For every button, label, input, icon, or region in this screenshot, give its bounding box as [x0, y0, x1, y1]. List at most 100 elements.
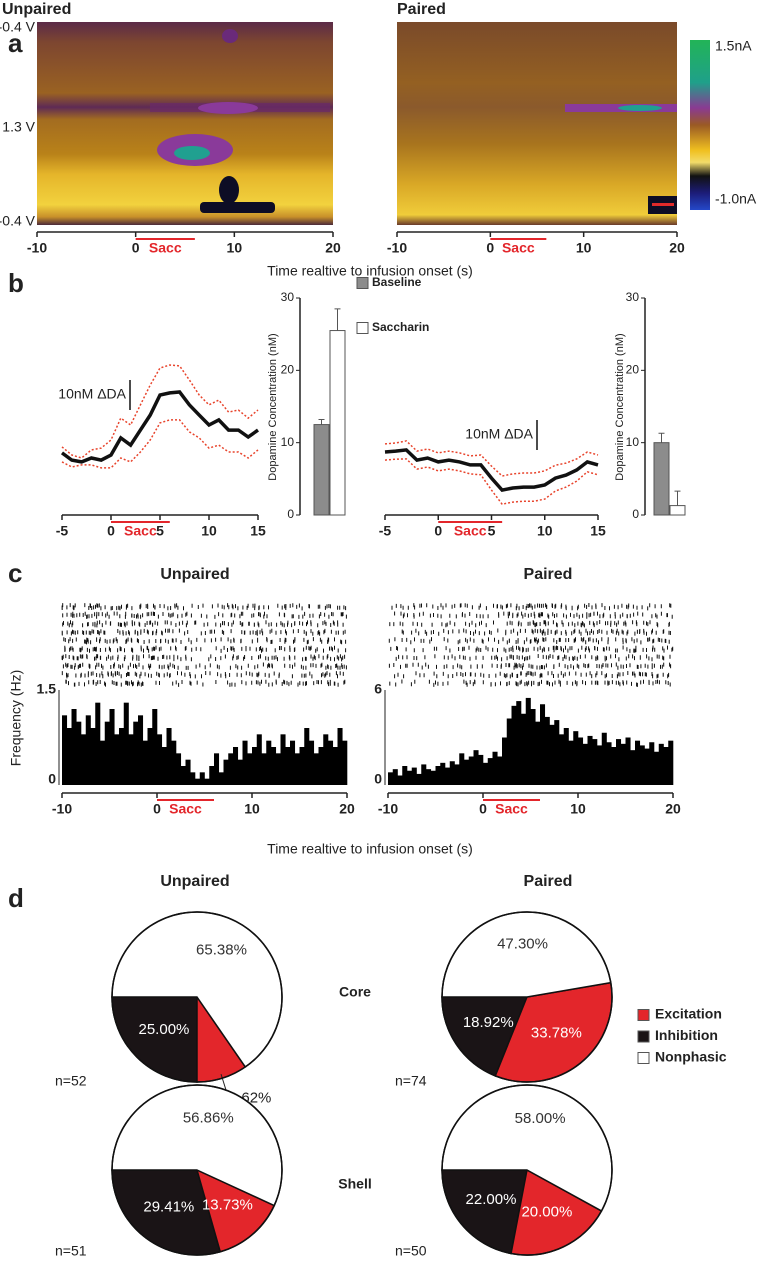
histogram-bar — [214, 753, 220, 785]
histogram-bar — [530, 709, 536, 785]
histogram-bar — [411, 767, 417, 785]
value-label: 22.00% — [466, 1191, 517, 1208]
histogram-bar — [332, 747, 338, 785]
histogram-bar — [459, 753, 465, 785]
histogram-bar — [109, 709, 115, 785]
histogram-bar — [328, 740, 334, 785]
x-tick-label: 10 — [537, 523, 553, 539]
histogram-bar — [573, 731, 579, 785]
histogram-bar — [611, 747, 617, 785]
band-upper — [61, 364, 259, 459]
histogram-bar — [654, 751, 660, 785]
x-tick-label: 5 — [156, 523, 164, 539]
y-tick-label: 10 — [626, 435, 640, 449]
histogram-bar — [142, 740, 148, 785]
histogram-bar — [473, 750, 479, 785]
histogram-bar — [578, 737, 584, 785]
n-label: n=50 — [395, 1243, 427, 1259]
heatmap-blob — [618, 105, 662, 111]
y-tick-label: 0 — [48, 771, 56, 787]
histogram-bar — [138, 715, 144, 785]
chart-title: Paired — [397, 1, 446, 18]
histogram-bar — [147, 728, 153, 785]
annotation-label: Sacc — [124, 523, 157, 539]
histogram-bar — [180, 766, 186, 785]
histogram-bar — [176, 753, 182, 785]
x-tick-label: 10 — [201, 523, 217, 539]
histogram-bar — [247, 753, 253, 785]
annotation-label: Sacc — [169, 801, 202, 817]
histogram-bar — [540, 704, 546, 785]
y-axis-label: Dopamine Concentration (nM) — [267, 333, 279, 480]
histogram-bar — [663, 747, 669, 785]
legend-label: Nonphasic — [655, 1049, 727, 1065]
y-tick-label: 20 — [626, 363, 640, 377]
pie-outline — [441, 1084, 613, 1256]
value-label: 13.73% — [202, 1196, 253, 1213]
heatmap-blob — [652, 203, 674, 206]
y-tick-label: 0 — [374, 771, 382, 787]
x-tick-label: -5 — [56, 523, 69, 539]
histogram-bar — [309, 740, 315, 785]
histogram-bar — [511, 705, 517, 785]
n-label: n=52 — [55, 1073, 87, 1089]
x-tick-label: 0 — [434, 523, 442, 539]
colorbar-label: -1.0nA — [715, 191, 757, 207]
n-label: n=51 — [55, 1243, 87, 1259]
histogram-bar — [620, 743, 626, 785]
histogram-bar — [71, 709, 77, 785]
histogram-bar — [185, 759, 191, 785]
histogram-bar — [271, 747, 277, 785]
histogram-bar — [100, 740, 106, 785]
histogram-bar — [114, 734, 120, 785]
x-tick-label: 10 — [570, 801, 586, 817]
legend-swatch — [356, 322, 369, 334]
legend-swatch — [356, 277, 369, 289]
heatmap-blob — [222, 29, 238, 43]
histogram-bar — [616, 739, 622, 785]
histogram-bar — [492, 751, 498, 785]
pie-outline — [111, 911, 283, 1083]
x-tick-label: 0 — [153, 801, 161, 817]
x-tick-label: -5 — [379, 523, 392, 539]
chart-title: Unpaired — [160, 566, 229, 583]
mean-line — [384, 448, 599, 493]
histogram-bar — [478, 754, 484, 785]
histogram-bar — [171, 740, 177, 785]
histogram-bar — [342, 740, 348, 785]
panel-label: d — [8, 883, 24, 913]
value-label: 29.41% — [143, 1198, 194, 1215]
panel-label: c — [8, 558, 22, 588]
x-tick-label: 0 — [486, 240, 494, 256]
histogram-bar — [506, 718, 512, 785]
value-label: 58.00% — [515, 1110, 566, 1127]
histogram-bar — [123, 702, 129, 785]
heatmap-blob — [198, 102, 258, 114]
legend-label: Inhibition — [655, 1027, 718, 1043]
y-tick-label: 30 — [281, 290, 295, 304]
histogram-bar — [166, 728, 172, 785]
histogram-bar — [535, 721, 541, 785]
histogram-bar — [223, 759, 229, 785]
value-label: 33.78% — [531, 1024, 582, 1041]
value-label: 25.00% — [139, 1021, 190, 1038]
x-tick-label: 15 — [590, 523, 606, 539]
n-label: n=74 — [395, 1073, 427, 1089]
x-tick-label: 0 — [479, 801, 487, 817]
histogram-bar — [266, 740, 272, 785]
value-label: 47.30% — [497, 935, 548, 952]
histogram-bar — [237, 759, 243, 785]
histogram-bar — [521, 713, 527, 785]
histogram-bar — [625, 737, 631, 785]
histogram-bar — [440, 762, 446, 785]
histogram-bar — [388, 772, 394, 785]
chart-title: Unpaired — [160, 873, 229, 890]
histogram-bar — [416, 773, 422, 785]
x-tick-label: 10 — [227, 240, 243, 256]
x-tick-label: 20 — [665, 801, 681, 817]
x-tick-label: -10 — [387, 240, 407, 256]
row-label: Core — [339, 984, 371, 1000]
bar — [329, 330, 346, 516]
histogram-bar — [161, 747, 167, 785]
